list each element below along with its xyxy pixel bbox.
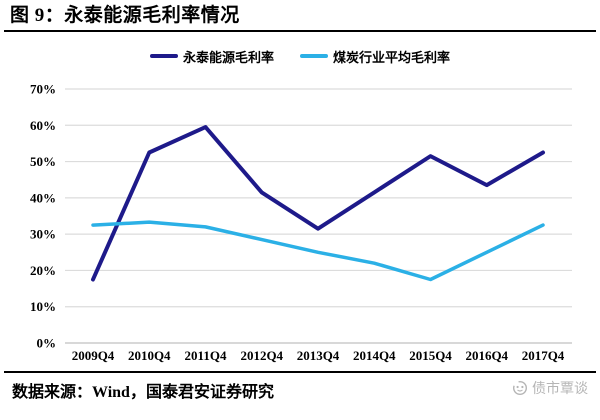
y-tick-label: 0%: [37, 336, 57, 351]
x-tick-label: 2016Q4: [465, 348, 508, 363]
title-underline: [4, 30, 596, 32]
x-tick-label: 2012Q4: [240, 348, 283, 363]
x-tick-label: 2010Q4: [128, 348, 171, 363]
series-line-1: [91, 220, 545, 282]
y-tick-label: 50%: [30, 154, 56, 169]
data-source: 数据来源：Wind，国泰君安证券研究: [12, 384, 274, 401]
x-tick-label: 2009Q4: [72, 348, 115, 363]
y-tick-label: 70%: [30, 82, 56, 97]
x-tick-label: 2015Q4: [409, 348, 452, 363]
figure-title: 图 9：永泰能源毛利率情况: [10, 5, 240, 26]
x-tick-label: 2017Q4: [522, 348, 565, 363]
line-chart: 0% 10% 20% 30% 40% 50% 60% 70% 2009Q4 2010Q4 2011Q…: [30, 82, 572, 363]
legend-line-swatch-cyan: [300, 54, 328, 58]
y-tick-label: 60%: [30, 118, 56, 133]
x-tick-label: 2011Q4: [185, 348, 227, 363]
series-line-0: [91, 125, 545, 282]
legend-item-coal-industry: 煤炭行业平均毛利率: [300, 47, 450, 66]
watermark: 债市覃谈: [512, 379, 588, 397]
chart-legend: 永泰能源毛利率 煤炭行业平均毛利率: [0, 46, 600, 66]
footer-divider: [4, 371, 596, 373]
y-tick-label: 40%: [30, 190, 56, 205]
x-tick-label: 2013Q4: [297, 348, 340, 363]
brand-logo-icon: [512, 380, 528, 396]
y-tick-label: 10%: [30, 299, 56, 314]
legend-label-coal-industry: 煤炭行业平均毛利率: [333, 49, 451, 65]
legend-item-yongtai: 永泰能源毛利率: [149, 47, 274, 66]
watermark-label: 债市覃谈: [532, 382, 588, 397]
x-tick-label: 2014Q4: [353, 348, 396, 363]
y-tick-label: 20%: [30, 263, 56, 278]
legend-line-swatch-navy: [149, 54, 178, 58]
legend-label-yongtai: 永泰能源毛利率: [182, 49, 274, 65]
y-tick-label: 30%: [30, 227, 56, 242]
